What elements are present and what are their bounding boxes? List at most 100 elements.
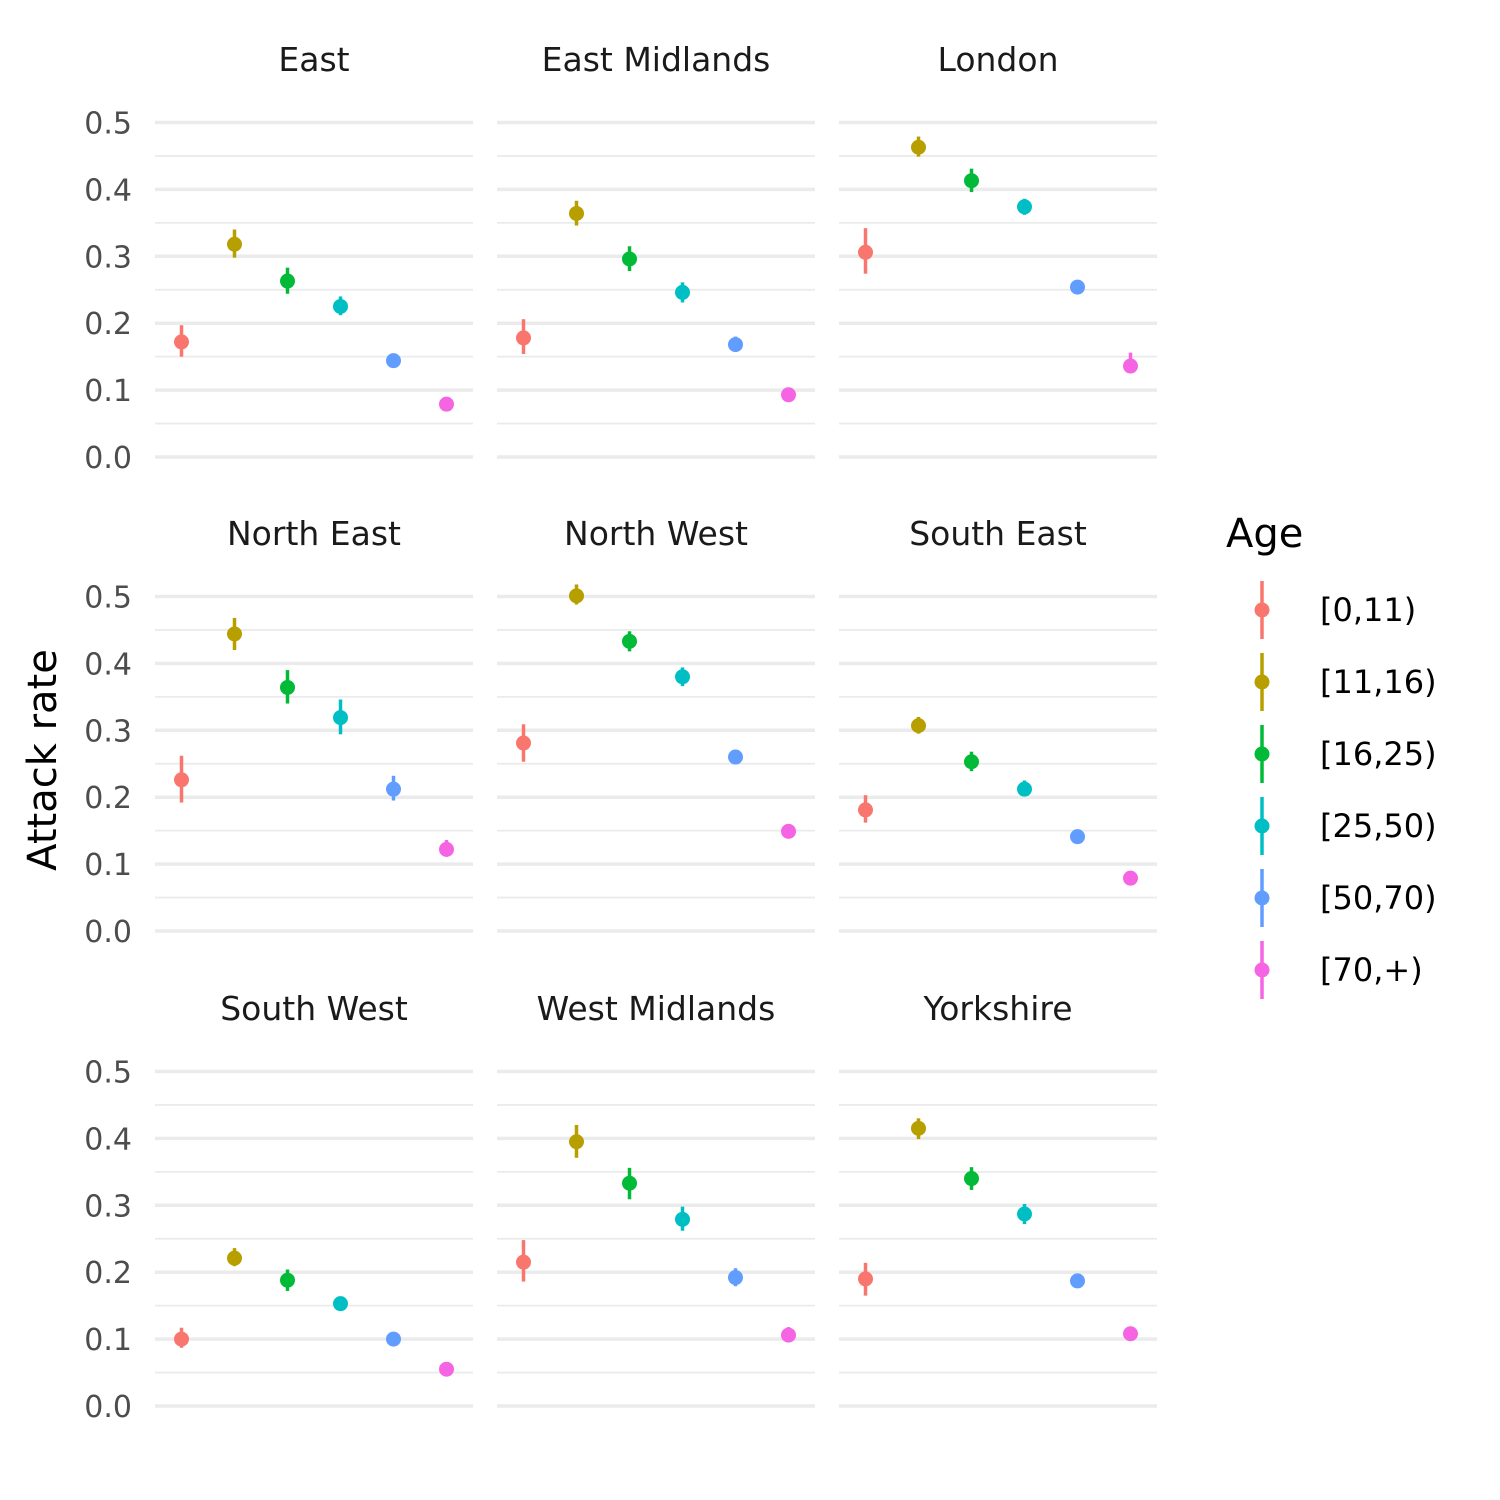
facet-title: North East (227, 514, 401, 553)
y-tick-label: 0.2 (84, 781, 132, 816)
y-axis-title: Attack rate (20, 649, 66, 871)
y-tick-label: 0.2 (84, 1256, 132, 1291)
data-point (964, 754, 979, 770)
data-point (911, 139, 926, 155)
data-point (728, 337, 743, 353)
data-point (333, 298, 348, 314)
legend-title: Age (1226, 511, 1303, 557)
legend-label: [16,25) (1320, 735, 1437, 773)
data-point (516, 330, 531, 346)
data-point (386, 1331, 401, 1347)
data-point (516, 1254, 531, 1270)
data-point (569, 588, 584, 604)
facet-title: South East (909, 514, 1087, 553)
data-point (964, 1171, 979, 1187)
y-tick-label: 0.0 (84, 1390, 132, 1425)
facet-panel-south-east: South East (839, 514, 1157, 933)
y-tick-label: 0.5 (84, 107, 132, 142)
data-point (1017, 781, 1032, 797)
data-point (1070, 1273, 1085, 1289)
facet-title: East (278, 40, 349, 79)
data-point (174, 334, 189, 350)
legend-item: [16,25) (1254, 725, 1437, 783)
data-point (227, 1250, 242, 1266)
y-tick-label: 0.1 (84, 848, 132, 883)
data-point (1017, 199, 1032, 215)
legend-label: [70,+) (1320, 951, 1423, 989)
data-point (675, 284, 690, 300)
y-tick-label: 0.3 (84, 240, 132, 275)
data-point (781, 823, 796, 839)
data-point (333, 710, 348, 726)
facet-panel-south-west: 0.0 0.1 0.2 0.3 0.4 0.5 South West (84, 989, 473, 1425)
data-point (858, 1271, 873, 1287)
facet-title: West Midlands (537, 989, 776, 1028)
y-tick-label: 0.0 (84, 441, 132, 476)
facet-panel-london: London (839, 40, 1157, 459)
data-point (227, 236, 242, 252)
data-point (781, 387, 796, 403)
data-point (622, 633, 637, 649)
facet-panel-yorkshire: Yorkshire (839, 989, 1157, 1408)
y-tick-label: 0.0 (84, 915, 132, 950)
data-point (911, 1120, 926, 1136)
y-tick-label: 0.1 (84, 1323, 132, 1358)
y-tick-label: 0.5 (84, 1056, 132, 1091)
data-point (174, 772, 189, 788)
legend-item: [70,+) (1254, 941, 1423, 999)
data-point (622, 1175, 637, 1191)
data-point (728, 1270, 743, 1286)
data-point (1123, 1326, 1138, 1342)
facet-title: London (938, 40, 1059, 79)
facet-panel-west-midlands: West Midlands (497, 989, 815, 1408)
data-point (1123, 358, 1138, 374)
legend-item: [25,50) (1254, 797, 1437, 855)
legend-label: [50,70) (1320, 879, 1437, 917)
data-point (675, 669, 690, 685)
legend-key-point (1254, 602, 1270, 618)
data-point (1017, 1206, 1032, 1222)
data-point (439, 396, 454, 412)
y-tick-label: 0.3 (84, 1189, 132, 1224)
legend-label: [11,16) (1320, 663, 1437, 701)
legend-label: [0,11) (1320, 591, 1416, 629)
data-point (569, 205, 584, 221)
data-point (911, 718, 926, 734)
facets-layer: 0.0 0.1 0.2 0.3 0.4 0.5 East East Midlands Londo… (84, 40, 1157, 1425)
y-tick-label: 0.4 (84, 1122, 132, 1157)
data-point (333, 1296, 348, 1312)
facet-panel-north-east: 0.0 0.1 0.2 0.3 0.4 0.5 North East (84, 514, 473, 950)
data-point (622, 251, 637, 267)
y-tick-label: 0.5 (84, 581, 132, 616)
data-point (728, 749, 743, 765)
legend-key-point (1254, 674, 1270, 690)
legend-key-point (1254, 818, 1270, 834)
data-point (439, 1361, 454, 1377)
legend-label: [25,50) (1320, 807, 1437, 845)
y-tick-label: 0.1 (84, 374, 132, 409)
data-point (781, 1327, 796, 1343)
data-point (858, 244, 873, 260)
data-point (569, 1134, 584, 1150)
facet-title: South West (220, 989, 408, 1028)
y-tick-label: 0.4 (84, 173, 132, 208)
facet-title: North West (564, 514, 748, 553)
facet-panel-east: 0.0 0.1 0.2 0.3 0.4 0.5 East (84, 40, 473, 476)
data-point (386, 781, 401, 797)
data-point (1123, 870, 1138, 886)
data-point (174, 1331, 189, 1347)
data-point (675, 1211, 690, 1227)
data-point (516, 735, 531, 751)
legend-item: [11,16) (1254, 653, 1437, 711)
data-point (280, 273, 295, 289)
legend-item: [0,11) (1254, 581, 1416, 639)
y-tick-label: 0.2 (84, 307, 132, 342)
facet-title: Yorkshire (922, 989, 1072, 1028)
data-point (964, 173, 979, 189)
legend-key-point (1254, 890, 1270, 906)
y-tick-label: 0.3 (84, 714, 132, 749)
data-point (280, 1272, 295, 1288)
facet-panel-east-midlands: East Midlands (497, 40, 815, 459)
data-point (439, 841, 454, 857)
